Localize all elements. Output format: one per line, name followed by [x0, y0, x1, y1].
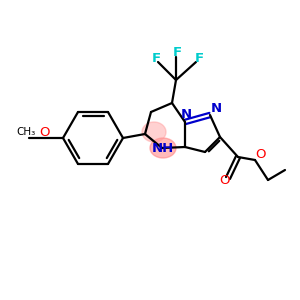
Ellipse shape: [142, 122, 166, 142]
Text: O: O: [255, 148, 265, 161]
Ellipse shape: [150, 138, 176, 158]
Text: CH₃: CH₃: [16, 127, 36, 137]
Text: O: O: [39, 125, 49, 139]
Text: F: F: [172, 46, 182, 59]
Text: NH: NH: [152, 142, 174, 154]
Text: N: N: [180, 109, 192, 122]
Text: F: F: [152, 52, 160, 64]
Text: F: F: [194, 52, 204, 64]
Text: N: N: [210, 103, 222, 116]
Text: O: O: [220, 175, 230, 188]
